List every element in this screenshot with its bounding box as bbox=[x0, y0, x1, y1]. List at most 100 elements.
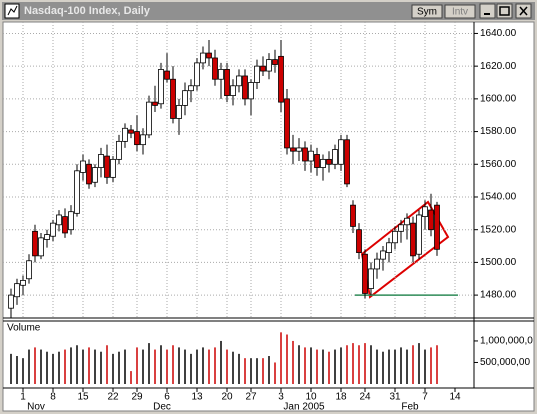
candle-body bbox=[434, 204, 440, 250]
candle-body bbox=[116, 140, 122, 160]
candle-body bbox=[68, 211, 74, 231]
candle-body bbox=[44, 234, 50, 240]
candle-body bbox=[14, 283, 20, 298]
candle-body bbox=[344, 139, 350, 185]
y-tick-label: 1560.00 bbox=[480, 159, 517, 170]
x-tick-label: 3 bbox=[278, 392, 284, 403]
sym-button-label[interactable]: Sym bbox=[417, 7, 437, 18]
candle-body bbox=[404, 217, 410, 226]
candle-body bbox=[308, 150, 314, 162]
minimize-button[interactable] bbox=[479, 3, 496, 19]
x-tick-label: 14 bbox=[449, 392, 461, 403]
candle-body bbox=[188, 85, 194, 92]
candle-body bbox=[254, 65, 260, 83]
maximize-glyph bbox=[499, 6, 510, 16]
intv-button[interactable] bbox=[444, 4, 476, 19]
y-tick-label: 1500.00 bbox=[480, 257, 517, 268]
candle-body bbox=[194, 62, 200, 87]
candle-body bbox=[38, 237, 44, 257]
x-tick-label: 7 bbox=[422, 392, 428, 403]
x-tick-label: 29 bbox=[131, 392, 143, 403]
x-tick-label: 20 bbox=[221, 392, 233, 403]
x-tick-label: 24 bbox=[359, 392, 371, 403]
candle-body bbox=[212, 57, 218, 80]
candle-body bbox=[260, 65, 266, 72]
candle-body bbox=[74, 170, 80, 214]
candle-body bbox=[416, 214, 422, 255]
close-glyph bbox=[519, 6, 528, 16]
candle-body bbox=[278, 55, 284, 103]
volume-title: Volume bbox=[7, 323, 41, 334]
candle-body bbox=[398, 224, 404, 232]
candle-body bbox=[50, 222, 56, 237]
candle-body bbox=[230, 85, 236, 96]
candle-body bbox=[86, 163, 92, 185]
candle-body bbox=[8, 294, 14, 309]
volume-tick-label: 500,000,00 bbox=[480, 357, 530, 368]
candle-body bbox=[422, 206, 428, 218]
y-tick-label: 1540.00 bbox=[480, 192, 517, 203]
candle-body bbox=[62, 216, 68, 234]
candle-body bbox=[98, 154, 104, 168]
sym-button[interactable] bbox=[411, 4, 443, 19]
candle-body bbox=[290, 147, 296, 152]
candle-body bbox=[392, 230, 398, 244]
y-tick-label: 1580.00 bbox=[480, 126, 517, 137]
x-tick-label: 13 bbox=[191, 392, 203, 403]
x-tick-label: 8 bbox=[50, 392, 56, 403]
candle-body bbox=[224, 69, 230, 96]
candle-body bbox=[362, 253, 368, 294]
candle-body bbox=[368, 268, 374, 289]
candle-body bbox=[122, 127, 128, 142]
candle-body bbox=[56, 214, 62, 226]
intv-button-label[interactable]: Intv bbox=[452, 7, 468, 18]
candle-body bbox=[284, 98, 290, 149]
month-label: Jan 2005 bbox=[283, 402, 325, 413]
y-tick-label: 1600.00 bbox=[480, 94, 517, 105]
candle-body bbox=[176, 105, 182, 119]
candle-body bbox=[32, 230, 38, 257]
title-bar bbox=[2, 2, 535, 20]
volume-tick-label: 1,000,000,0 bbox=[480, 336, 533, 347]
candle-body bbox=[386, 242, 392, 253]
candle-body bbox=[152, 101, 158, 106]
candle-body bbox=[410, 222, 416, 257]
candle-body bbox=[320, 158, 326, 168]
candle-body bbox=[104, 155, 110, 178]
candle-body bbox=[296, 147, 302, 152]
candle-body bbox=[218, 69, 224, 80]
candle-body bbox=[332, 149, 338, 165]
candle-body bbox=[272, 59, 278, 65]
candle-body bbox=[266, 59, 272, 72]
candle-body bbox=[170, 78, 176, 119]
app-icon-glyph bbox=[7, 5, 18, 16]
month-label: Dec bbox=[153, 402, 171, 413]
candle-body bbox=[92, 167, 98, 183]
candle-body bbox=[206, 52, 212, 59]
candle-body bbox=[302, 147, 308, 162]
y-tick-label: 1480.00 bbox=[480, 290, 517, 301]
candle-body bbox=[182, 90, 188, 106]
y-tick-label: 1520.00 bbox=[480, 224, 517, 235]
x-tick-label: 31 bbox=[389, 392, 401, 403]
month-label: Nov bbox=[27, 402, 45, 413]
x-tick-label: 27 bbox=[245, 392, 257, 403]
candle-body bbox=[134, 131, 140, 146]
candle-body bbox=[248, 82, 254, 100]
y-tick-label: 1640.00 bbox=[480, 28, 517, 39]
x-tick-label: 1 bbox=[20, 392, 26, 403]
candle-body bbox=[128, 129, 134, 134]
candle-body bbox=[110, 158, 116, 178]
x-tick-label: 6 bbox=[164, 392, 170, 403]
window-title: Nasdaq-100 Index, Daily bbox=[24, 5, 151, 17]
month-label: Feb bbox=[401, 402, 419, 413]
candle-body bbox=[20, 279, 26, 286]
candle-body bbox=[356, 229, 362, 253]
candle-body bbox=[314, 154, 320, 168]
candle-body bbox=[26, 260, 32, 280]
candle-body bbox=[164, 70, 170, 80]
candle-body bbox=[200, 52, 206, 64]
candle-body bbox=[236, 75, 242, 87]
x-tick-label: 10 bbox=[305, 392, 317, 403]
